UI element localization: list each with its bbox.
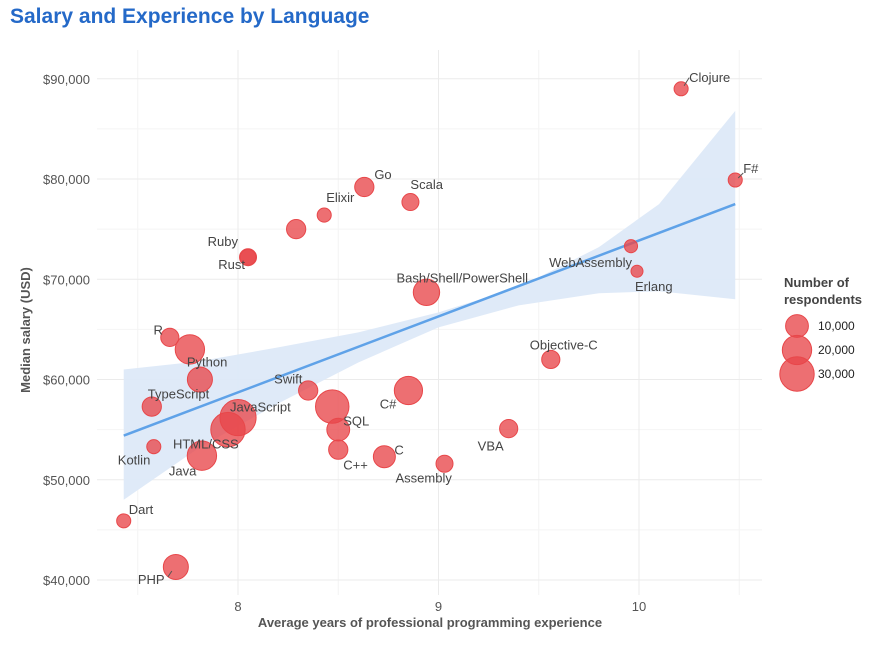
data-point xyxy=(541,349,561,370)
data-point xyxy=(393,375,424,406)
point-label: Kotlin xyxy=(118,453,151,468)
point-label: TypeScript xyxy=(148,387,210,402)
data-point xyxy=(174,334,206,365)
confidence-band-layer xyxy=(123,110,736,500)
point-label: Python xyxy=(187,355,227,370)
data-point xyxy=(673,81,689,97)
point-label: F# xyxy=(743,161,759,176)
point-label: Java xyxy=(169,464,197,479)
x-tick-label: 9 xyxy=(435,599,442,614)
data-point xyxy=(146,439,162,455)
data-point xyxy=(499,419,519,439)
data-point xyxy=(412,278,441,306)
point-label: Swift xyxy=(274,372,303,387)
point-label: SQL xyxy=(343,414,369,429)
x-tick-label: 8 xyxy=(234,599,241,614)
data-point xyxy=(162,553,189,580)
data-point xyxy=(316,207,332,223)
point-label: Elixir xyxy=(326,190,355,205)
y-tick-label: $60,000 xyxy=(43,373,90,388)
axes-layer: 8 9 10 $40,000 $50,000 $60,000 $70,000 $80,000 $… xyxy=(18,72,646,630)
point-label: Clojure xyxy=(689,70,730,85)
point-label: C# xyxy=(380,397,397,412)
legend-symbol xyxy=(785,314,809,338)
legend-label: 30,000 xyxy=(818,367,855,381)
data-point xyxy=(401,193,420,212)
point-label: Erlang xyxy=(635,279,673,294)
point-label: Assembly xyxy=(396,471,453,486)
y-tick-label: $40,000 xyxy=(43,573,90,588)
data-point xyxy=(727,172,743,188)
point-label: Objective-C xyxy=(530,337,598,352)
data-point xyxy=(116,513,132,529)
point-label: JavaScript xyxy=(230,400,291,415)
data-point xyxy=(186,440,218,471)
legend-label: 20,000 xyxy=(818,343,855,357)
point-label: Rust xyxy=(218,257,245,272)
point-label: C++ xyxy=(343,458,368,473)
data-point xyxy=(186,366,213,393)
data-point xyxy=(298,380,319,401)
point-label: R xyxy=(153,322,162,337)
point-label: PHP xyxy=(138,572,165,587)
legend-label: 10,000 xyxy=(818,319,855,333)
points-layer xyxy=(116,81,743,580)
legend-title: Number of xyxy=(784,275,850,290)
legend: Number of respondents 10,000 20,000 30,000 xyxy=(779,275,862,392)
y-axis-title: Median salary (USD) xyxy=(18,267,33,393)
point-label: WebAssembly xyxy=(549,255,632,270)
data-point xyxy=(630,264,644,278)
data-point xyxy=(239,248,257,266)
legend-symbol xyxy=(779,356,815,392)
legend-title: respondents xyxy=(784,292,862,307)
point-label: Dart xyxy=(129,502,154,517)
label-leader-line xyxy=(737,172,744,179)
y-tick-label: $80,000 xyxy=(43,172,90,187)
data-point xyxy=(328,439,349,460)
data-point xyxy=(141,396,162,417)
point-label: Scala xyxy=(410,177,443,192)
label-leader-line xyxy=(683,77,690,87)
data-point xyxy=(354,176,375,198)
data-point xyxy=(623,239,639,254)
y-tick-label: $50,000 xyxy=(43,473,90,488)
x-tick-label: 10 xyxy=(632,599,646,614)
data-point xyxy=(160,327,180,347)
data-point xyxy=(210,411,246,448)
point-label: C xyxy=(394,443,403,458)
x-axis-title: Average years of professional programmin… xyxy=(258,615,602,630)
chart-title: Salary and Experience by Language xyxy=(10,5,370,28)
data-point xyxy=(286,219,307,240)
point-label: HTML/CSS xyxy=(173,437,239,452)
data-point xyxy=(372,445,396,469)
point-label: Ruby xyxy=(208,234,239,249)
confidence-band xyxy=(123,110,736,500)
point-label: VBA xyxy=(478,439,504,454)
y-tick-label: $90,000 xyxy=(43,72,90,87)
point-label: Go xyxy=(374,167,391,182)
point-label: Bash/Shell/PowerShell xyxy=(396,270,528,285)
data-point xyxy=(435,454,454,473)
y-tick-label: $70,000 xyxy=(43,272,90,287)
label-leader-line xyxy=(167,570,173,578)
point-labels-layer: Clojure F# Go Scala Elixir Ruby Rust WebAssembl… xyxy=(118,70,759,587)
